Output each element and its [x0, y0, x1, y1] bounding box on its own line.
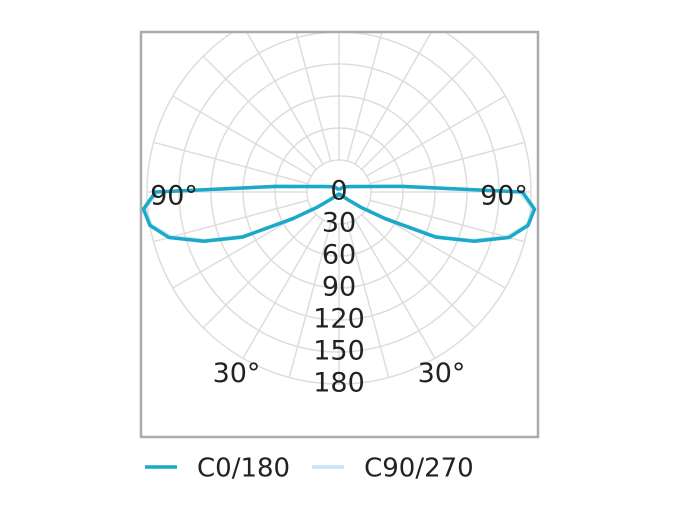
angle-tick-label: 30°	[418, 358, 466, 389]
series-line	[337, 184, 537, 243]
spoke	[288, 222, 332, 378]
r-tick-label: 90	[322, 272, 356, 303]
r-tick-label: 150	[313, 336, 365, 367]
spoke	[354, 219, 436, 359]
curves	[142, 184, 537, 243]
plot-frame	[139, 30, 540, 439]
spoke	[202, 214, 317, 329]
spoke	[153, 199, 309, 243]
r-tick-label: 30	[322, 208, 356, 239]
spoke	[242, 219, 324, 359]
spoke	[346, 222, 390, 378]
r-tick-label: 0	[330, 176, 347, 207]
spoke	[354, 33, 432, 165]
r-tick-label: 120	[313, 304, 365, 335]
angle-tick-label: 90°	[480, 181, 528, 212]
r-tick-label: 60	[322, 240, 356, 271]
r-tick-label: 180	[313, 368, 365, 399]
legend-label: C90/270	[364, 454, 474, 484]
grid-ring	[306, 159, 372, 225]
spoke	[361, 55, 476, 170]
series-line	[142, 184, 341, 243]
spoke	[295, 33, 332, 162]
grid-ring	[146, 33, 532, 385]
spoke	[366, 95, 506, 177]
grid-ring	[274, 127, 404, 257]
grid-ring	[242, 95, 436, 289]
angle-tick-label: 30°	[213, 358, 261, 389]
spoke	[369, 141, 525, 185]
legend-label: C0/180	[197, 454, 290, 484]
legend: C0/180 C90/270	[145, 454, 474, 484]
spoke	[172, 95, 312, 177]
spoke	[369, 199, 525, 243]
spoke	[153, 141, 309, 185]
spoke	[246, 33, 324, 165]
spoke	[346, 33, 383, 162]
angle-tick-label: 90°	[150, 181, 198, 212]
spoke	[361, 214, 476, 329]
grid-ring	[210, 63, 468, 321]
spoke	[202, 55, 317, 170]
